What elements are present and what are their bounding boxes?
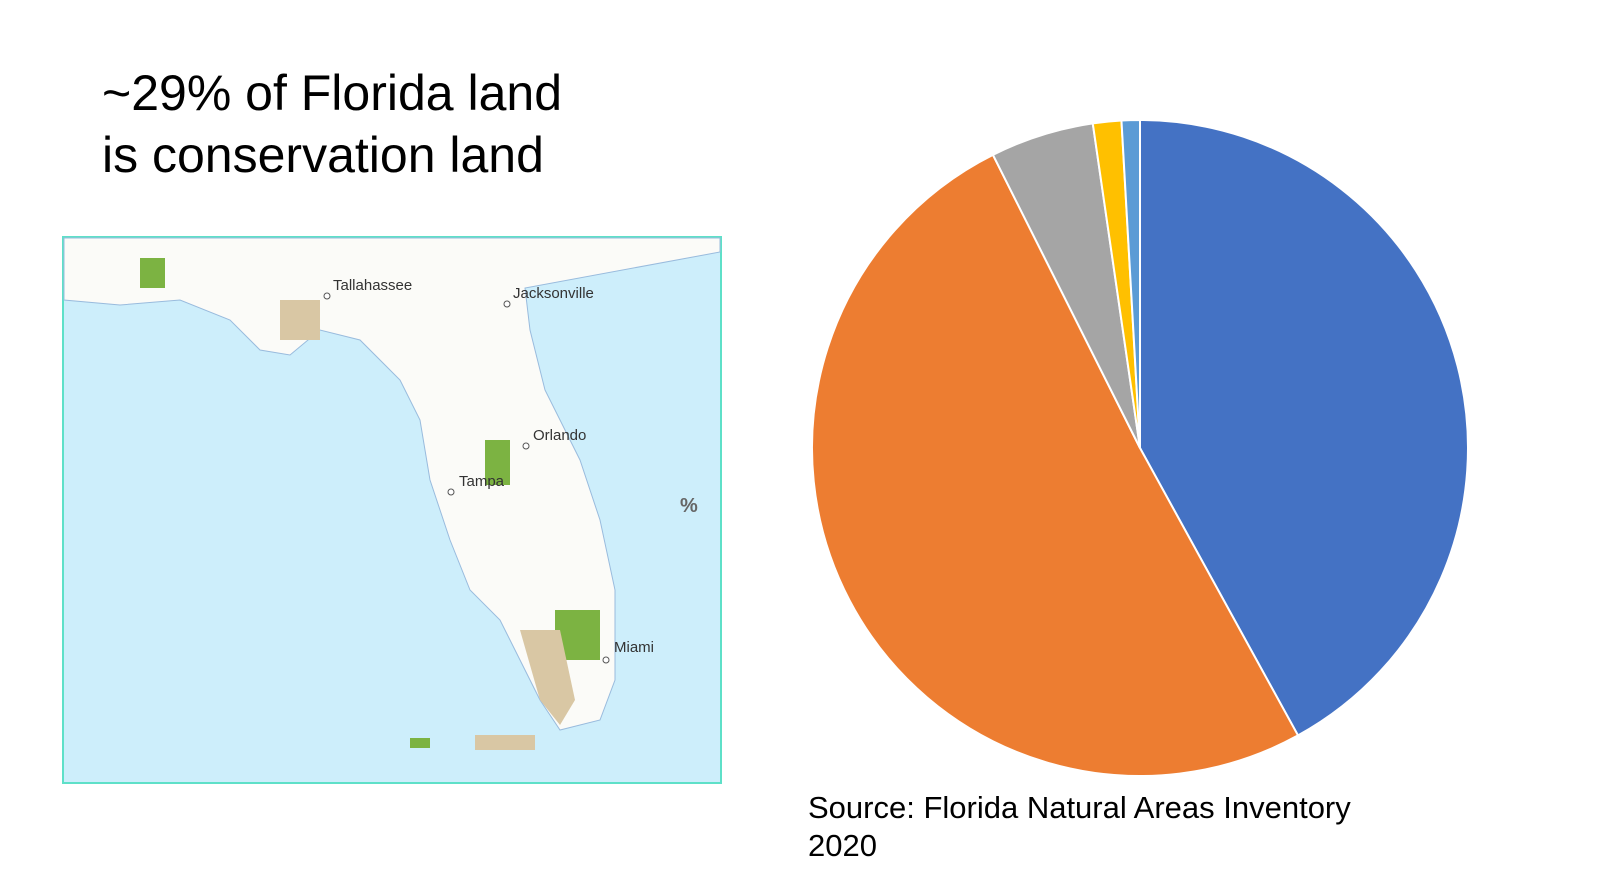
map-label: Tallahassee <box>333 277 412 294</box>
title-line: ~29% of Florida land <box>102 65 562 121</box>
pie-slice <box>811 153 1300 777</box>
source-line: 2020 <box>808 828 877 863</box>
map-label: Jacksonville <box>513 285 594 302</box>
map-area <box>520 630 575 725</box>
pie-slice <box>1120 118 1141 449</box>
title-line: is conservation land <box>102 127 544 183</box>
map-city <box>323 292 331 300</box>
map-area <box>140 258 165 288</box>
map-label: % <box>680 495 698 517</box>
map-area <box>280 300 320 340</box>
map-area <box>410 738 430 748</box>
source-line: Source: Florida Natural Areas Inventory <box>808 790 1351 825</box>
map-city <box>503 300 511 308</box>
map-city <box>447 488 455 496</box>
map: Tallahassee Jacksonville Orlando Tampa M… <box>62 236 722 784</box>
map-label: Orlando <box>533 427 586 444</box>
pie-chart <box>811 118 1469 777</box>
map-city <box>522 442 530 450</box>
map-land <box>63 237 721 731</box>
map-city <box>602 656 610 664</box>
pie-slice <box>1139 118 1469 737</box>
map-area <box>485 440 510 485</box>
map-label: Miami <box>614 639 654 656</box>
map-area <box>475 735 535 750</box>
map-label: Tampa <box>459 473 505 490</box>
